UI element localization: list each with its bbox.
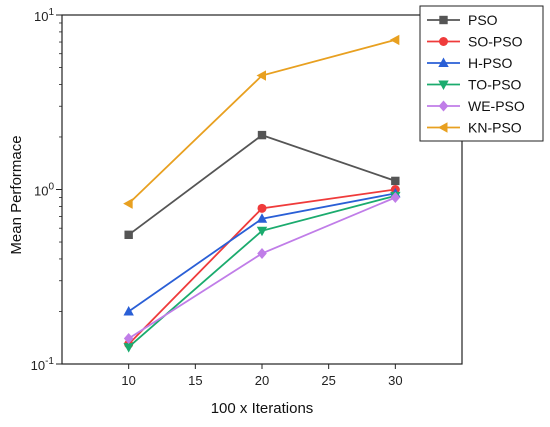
legend-marker-so-pso	[439, 37, 448, 46]
legend-label-to-pso: TO-PSO	[468, 77, 522, 93]
y-tick-label-1: 101	[34, 7, 54, 24]
legend-marker-to-pso	[438, 80, 449, 90]
x-tick-label-15: 15	[188, 373, 202, 388]
data-point-h-pso-20	[256, 213, 268, 223]
x-tick-label-25: 25	[321, 373, 335, 388]
legend-label-kn-pso: KN-PSO	[468, 120, 522, 136]
data-point-pso-10	[124, 230, 133, 240]
legend-marker-kn-pso	[438, 122, 448, 133]
legend-marker-pso	[439, 15, 448, 25]
plot-area	[123, 34, 401, 353]
data-point-pso-20	[257, 130, 267, 140]
data-point-kn-pso-30	[389, 34, 400, 46]
x-tick-label-10: 10	[121, 373, 135, 388]
data-point-pso-30	[391, 176, 400, 186]
legend-label-so-pso: SO-PSO	[468, 34, 523, 50]
legend-box	[419, 5, 544, 142]
x-tick-label-20: 20	[255, 373, 269, 388]
y-axis-title: Mean Performace	[8, 135, 25, 254]
x-axis-title: 100 x Iterations	[211, 400, 314, 417]
legend-marker-we-pso	[438, 100, 449, 112]
data-point-we-pso-10	[123, 333, 134, 345]
y-tick-label-0: 100	[34, 182, 54, 199]
y-tick-label--1: 10-1	[31, 356, 55, 373]
data-point-h-pso-10	[123, 305, 134, 316]
legend-label-h-pso: H-PSO	[468, 55, 512, 71]
legend-marker-h-pso	[438, 57, 449, 67]
data-point-kn-pso-10	[123, 198, 133, 209]
axes: 10 15 20 25 30 10-1 100 101	[31, 7, 463, 388]
data-point-to-pso-20	[256, 226, 268, 237]
data-point-we-pso-20	[257, 247, 267, 259]
x-tick-label-30: 30	[388, 373, 402, 388]
data-point-kn-pso-20	[256, 70, 266, 81]
data-point-so-pso-20	[257, 203, 267, 213]
legend-label-we-pso: WE-PSO	[468, 98, 525, 114]
legend: PSO SO-PSO H-PSO TO-PSO WE-PSO KN-PSO	[419, 5, 544, 142]
legend-label-pso: PSO	[468, 12, 498, 28]
data-point-to-pso-10	[123, 343, 134, 353]
data-point-we-pso-30	[390, 191, 401, 203]
